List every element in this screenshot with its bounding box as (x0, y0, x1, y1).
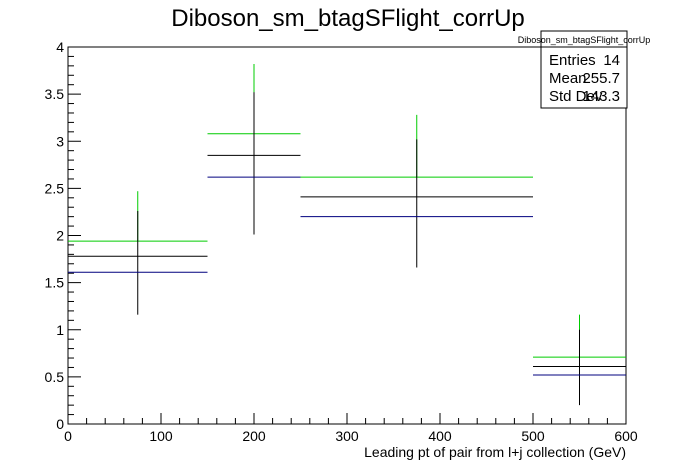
x-axis: 0 100 200 300 400 500 600 (64, 413, 638, 444)
x-axis-label: Leading pt of pair from l+j collection (… (364, 444, 626, 460)
stats-stddev-label: Std Dev (549, 88, 603, 105)
stats-box-title: Diboson_sm_btagSFlight_corrUp (518, 35, 651, 45)
stats-box: Diboson_sm_btagSFlight_corrUp Entries 14… (518, 30, 651, 109)
y-axis: 0 0.5 1 1.5 2 2.5 3 3.5 4 (45, 39, 81, 432)
chart-title: Diboson_sm_btagSFlight_corrUp (171, 5, 525, 32)
series-layer (68, 63, 626, 406)
x-tick-label: 0 (64, 428, 72, 444)
x-tick-label: 100 (149, 428, 173, 444)
x-tick-label: 500 (521, 428, 545, 444)
y-tick-label: 0 (56, 416, 64, 432)
x-tick-label: 400 (428, 428, 452, 444)
stats-box-frame (540, 30, 628, 109)
x-tick-label: 200 (242, 428, 266, 444)
y-tick-label: 1.5 (45, 275, 65, 291)
y-tick-label: 1 (56, 322, 64, 338)
y-tick-label: 3.5 (45, 86, 65, 102)
y-tick-label: 3 (56, 133, 64, 149)
y-tick-label: 2 (56, 228, 64, 244)
stats-entries-label: Entries (549, 52, 596, 69)
stats-mean-value: 255.7 (582, 70, 620, 87)
y-tick-label: 2.5 (45, 180, 65, 196)
stats-entries-value: 14 (603, 52, 620, 69)
y-tick-label: 4 (56, 39, 64, 55)
stats-mean-label: Mean (549, 70, 587, 87)
x-tick-label: 300 (335, 428, 359, 444)
y-tick-label: 0.5 (45, 369, 65, 385)
stats-stddev-value: 143.3 (582, 88, 620, 105)
x-tick-label: 600 (614, 428, 638, 444)
